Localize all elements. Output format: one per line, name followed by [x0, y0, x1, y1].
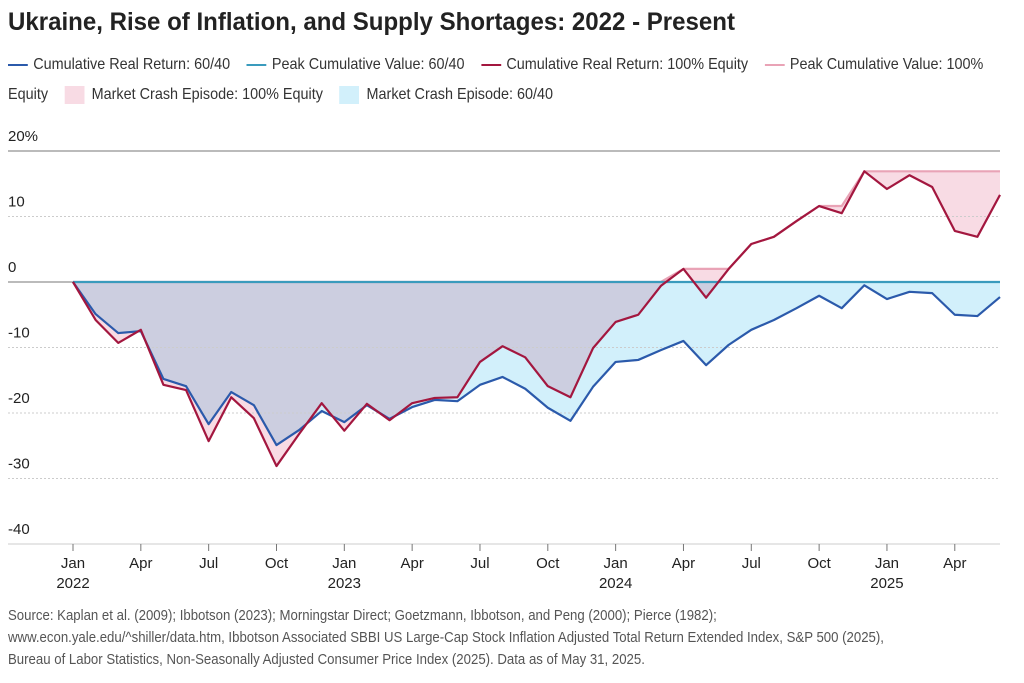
legend-swatch	[8, 63, 28, 66]
x-tick-label: Jan 2022	[56, 555, 89, 592]
x-tick-label: Apr	[129, 555, 152, 572]
legend-label: Peak Cumulative Value: 100% Equity	[8, 56, 984, 103]
legend-item: Peak Cumulative Value: 100% Equity	[8, 56, 983, 103]
legend-item: Cumulative Real Return: 60/40	[8, 56, 230, 73]
legend-swatch	[64, 85, 85, 104]
x-tick-label: Jul	[742, 555, 761, 572]
y-tick-label: -20	[8, 390, 30, 407]
legend-label: Cumulative Real Return: 60/40	[33, 56, 231, 73]
series-line	[72, 281, 1001, 447]
series-line	[72, 170, 1001, 468]
legend-item: Cumulative Real Return: 100% Equity	[481, 56, 748, 73]
source-note: Source: Kaplan et al. (2009); Ibbotson (…	[8, 605, 985, 671]
y-tick-label: 20%	[8, 128, 38, 145]
legend-label: Peak Cumulative Value: 60/40	[271, 56, 465, 73]
x-tick-label: Jul	[470, 555, 489, 572]
legend-swatch	[339, 85, 360, 104]
crash-area	[73, 282, 1000, 446]
x-tick-label: Apr	[672, 555, 695, 572]
series-line	[73, 170, 1000, 284]
legend-swatch	[481, 63, 501, 66]
chart-title: Ukraine, Rise of Inflation, and Supply S…	[8, 8, 736, 36]
source-line: www.econ.yale.edu/^shiller/data.htm, Ibb…	[8, 629, 884, 646]
source-line: Source: Kaplan et al. (2009); Ibbotson (…	[8, 607, 717, 624]
y-tick-label: -30	[8, 456, 30, 473]
legend-item: Market Crash Episode: 100% Equity	[64, 85, 323, 104]
legend-swatch	[764, 63, 785, 66]
y-tick-label: -40	[8, 521, 30, 538]
legend-label: Market Crash Episode: 60/40	[366, 86, 554, 103]
source-line: Bureau of Labor Statistics, Non-Seasonal…	[8, 651, 645, 668]
x-tick-label: Jan 2025	[870, 555, 903, 592]
legend-item: Market Crash Episode: 60/40	[339, 85, 554, 104]
y-tick-label: 0	[8, 259, 16, 276]
x-tick-label: Jan 2023	[328, 555, 361, 592]
x-tick-label: Jul	[199, 555, 218, 572]
x-tick-label: Apr	[400, 555, 423, 572]
legend-swatch	[246, 63, 267, 66]
legend-label: Cumulative Real Return: 100% Equity	[506, 56, 749, 73]
x-tick-label: Apr	[943, 555, 966, 572]
y-tick-label: -10	[8, 325, 30, 342]
x-tick-label: Jan 2024	[599, 555, 632, 592]
legend-label: Market Crash Episode: 100% Equity	[91, 86, 323, 103]
y-tick-label: 10	[8, 194, 25, 211]
legend-item: Peak Cumulative Value: 60/40	[246, 56, 465, 73]
x-tick-label: Oct	[265, 555, 289, 572]
x-tick-label: Oct	[807, 555, 831, 572]
x-tick-label: Oct	[536, 555, 560, 572]
legend: Cumulative Real Return: 60/40 Peak Cumul…	[8, 50, 1007, 110]
